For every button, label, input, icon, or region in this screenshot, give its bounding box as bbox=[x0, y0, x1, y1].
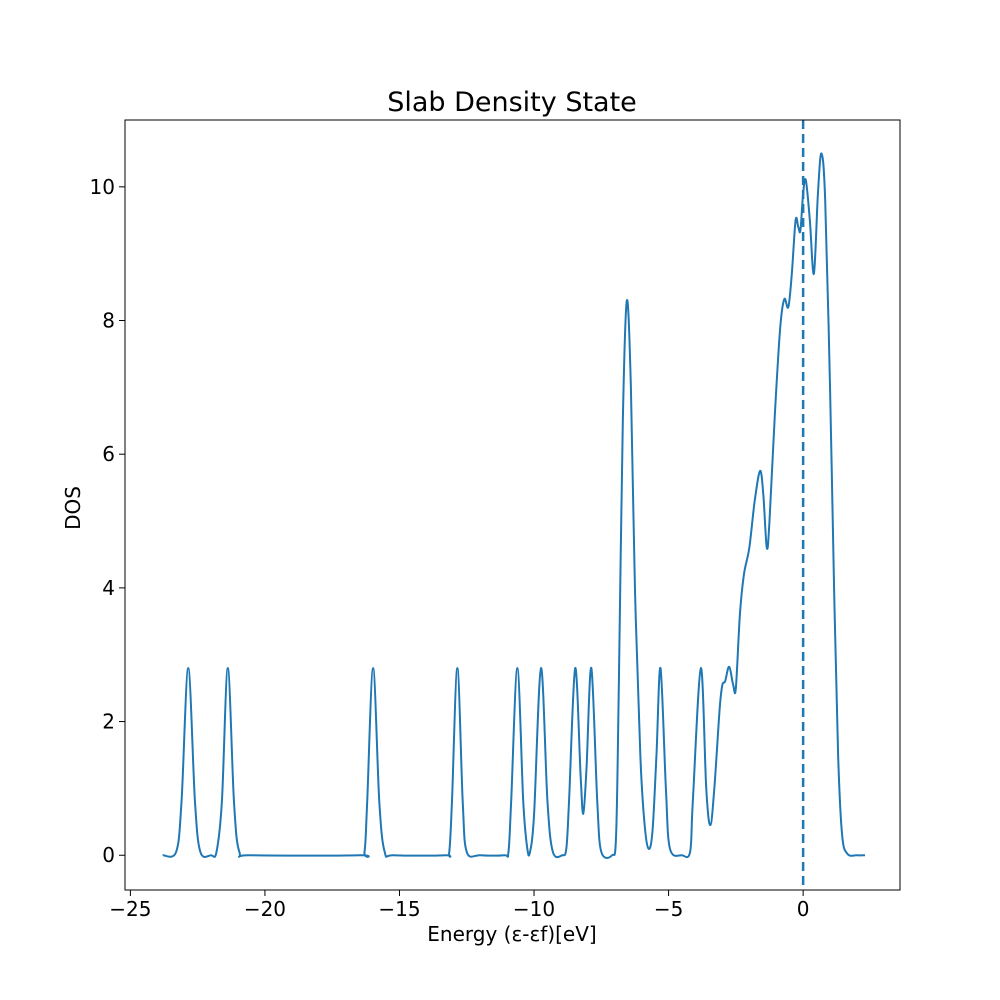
x-tick-label: −10 bbox=[513, 897, 555, 921]
x-tick-label: −20 bbox=[244, 897, 286, 921]
x-tick-label: −15 bbox=[378, 897, 420, 921]
x-tick-label: −25 bbox=[109, 897, 151, 921]
chart-title: Slab Density State bbox=[387, 87, 637, 118]
y-tick-label: 4 bbox=[102, 576, 115, 600]
y-tick-label: 6 bbox=[102, 442, 115, 466]
dos-series-line bbox=[162, 152, 866, 859]
x-axis-label: Energy (ε-εf)[eV] bbox=[427, 922, 596, 946]
plot-frame bbox=[124, 119, 901, 891]
x-tick-label: 0 bbox=[797, 897, 810, 921]
y-tick-label: 2 bbox=[102, 710, 115, 734]
y-axis-label: DOS bbox=[61, 486, 85, 530]
y-tick-label: 0 bbox=[102, 843, 115, 867]
plot-area bbox=[124, 119, 901, 891]
y-tick-label: 8 bbox=[102, 309, 115, 333]
x-tick-label: −5 bbox=[654, 897, 683, 921]
x-axis: −25 −20 −15 −10 −5 0 bbox=[109, 890, 809, 921]
y-tick-label: 10 bbox=[90, 175, 115, 199]
y-axis: 0 2 4 6 8 10 bbox=[90, 175, 125, 867]
